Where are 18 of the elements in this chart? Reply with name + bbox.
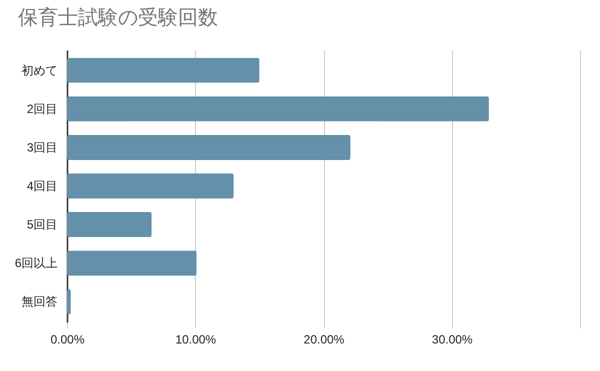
chart-title: 保育士試験の受験回数 bbox=[18, 6, 218, 29]
x-tick-label: 10.00% bbox=[175, 332, 216, 346]
bar bbox=[67, 134, 350, 160]
y-tick-label: 2回目 bbox=[26, 102, 58, 116]
y-tick-label: 初めて bbox=[22, 63, 58, 78]
x-tick-label: 30.00% bbox=[432, 332, 473, 346]
bar bbox=[67, 173, 234, 199]
y-tick-label: 4回目 bbox=[26, 179, 58, 193]
y-tick-label: 5回目 bbox=[26, 218, 58, 232]
y-tick-label: 無回答 bbox=[22, 294, 58, 309]
bar bbox=[67, 250, 197, 276]
bar bbox=[67, 212, 152, 238]
bar bbox=[67, 96, 489, 122]
y-tick-label: 6回以上 bbox=[14, 256, 58, 270]
y-tick-label: 3回目 bbox=[26, 140, 58, 154]
x-tick-label: 0.00% bbox=[50, 332, 85, 346]
x-tick-label: 20.00% bbox=[304, 332, 345, 346]
bar bbox=[67, 58, 260, 83]
